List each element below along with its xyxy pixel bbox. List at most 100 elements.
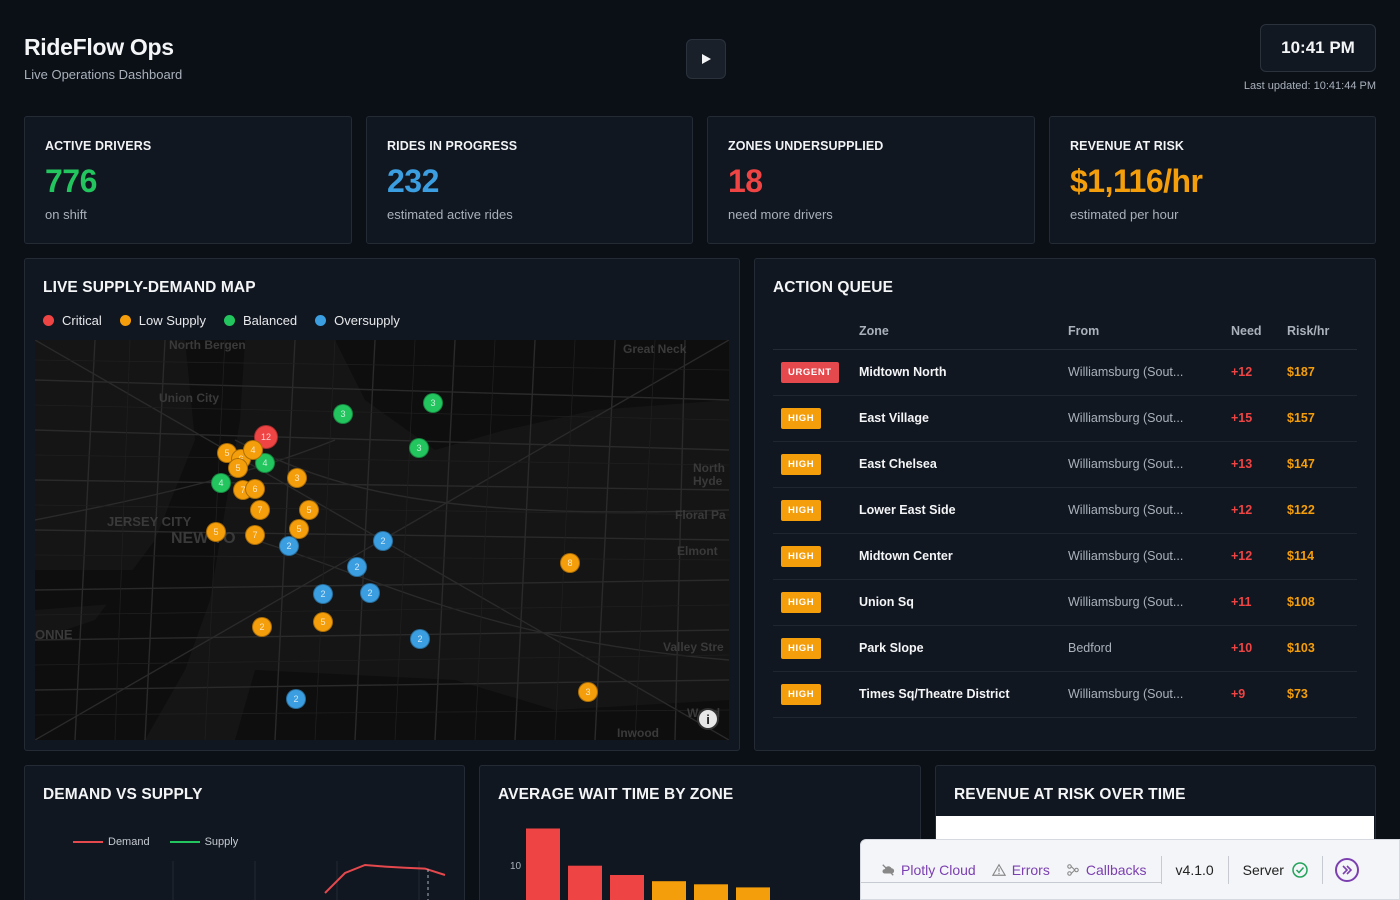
table-row[interactable]: HIGH Park Slope Bedford +10 $103 — [773, 625, 1357, 672]
kpi-card-revenue-at-risk: REVENUE AT RISK $1,116/hr estimated per … — [1049, 116, 1376, 244]
wait-time-bar[interactable] — [652, 881, 686, 900]
need-cell: +10 — [1231, 625, 1287, 672]
expand-devtools-button[interactable] — [1334, 857, 1359, 882]
check-circle-icon — [1292, 861, 1308, 878]
risk-cell: $114 — [1287, 533, 1357, 580]
map-marker-low-supply[interactable]: 6 — [245, 479, 265, 499]
wait-time-bar[interactable] — [736, 887, 770, 900]
map-marker-low-supply[interactable]: 3 — [287, 468, 307, 488]
demand-line[interactable] — [324, 863, 446, 894]
map-info-icon[interactable]: i — [697, 708, 719, 730]
map-place-label: ONNE — [35, 627, 73, 642]
kpi-value: 776 — [45, 163, 97, 199]
divider — [1321, 855, 1323, 884]
map-marker-low-supply[interactable]: 8 — [560, 553, 580, 573]
map-marker-low-supply[interactable]: 7 — [250, 500, 270, 520]
map-marker-critical[interactable]: 12 — [254, 425, 278, 449]
table-row[interactable]: HIGH East Chelsea Williamsburg (Sout... … — [773, 441, 1357, 488]
map-place-label: Floral Pa — [675, 508, 726, 522]
map-marker-oversupply[interactable]: 2 — [279, 536, 299, 556]
map-marker-balanced[interactable]: 3 — [333, 404, 353, 424]
map-place-label: Great Neck — [623, 342, 687, 356]
legend-item-oversupply[interactable]: Oversupply — [315, 313, 400, 328]
map-marker-low-supply[interactable]: 2 — [252, 617, 272, 637]
legend-item-demand[interactable]: Demand — [73, 836, 150, 848]
wait-time-bar[interactable] — [526, 828, 560, 900]
plotly-cloud-button[interactable]: Plotly Cloud — [881, 862, 976, 878]
table-row[interactable]: URGENT Midtown North Williamsburg (Sout.… — [773, 349, 1357, 396]
legend-item-supply[interactable]: Supply — [169, 836, 239, 848]
from-cell: Williamsburg (Sout... — [1068, 395, 1231, 442]
map-marker-balanced[interactable]: 3 — [423, 393, 443, 413]
kpi-label: ZONES UNDERSUPPLIED — [728, 139, 884, 153]
callbacks-button[interactable]: Callbacks — [1066, 862, 1147, 878]
map-marker-low-supply[interactable]: 5 — [289, 519, 309, 539]
map-marker-low-supply[interactable]: 5 — [228, 458, 248, 478]
priority-badge: HIGH — [781, 407, 822, 429]
map-marker-low-supply[interactable]: 5 — [313, 612, 333, 632]
kpi-sub: estimated active rides — [387, 207, 513, 222]
column-header[interactable]: Need — [1231, 314, 1287, 350]
zone-cell: Lower East Side — [859, 487, 1068, 534]
callbacks-icon — [1067, 864, 1079, 876]
map-marker-low-supply[interactable]: 5 — [206, 522, 226, 542]
map-marker-oversupply[interactable]: 2 — [313, 584, 333, 604]
table-row[interactable]: HIGH Lower East Side Williamsburg (Sout.… — [773, 487, 1357, 534]
play-icon — [702, 54, 711, 64]
zone-cell: Midtown North — [859, 349, 1068, 396]
map-marker-low-supply[interactable]: 4 — [243, 440, 263, 460]
play-button[interactable] — [686, 39, 726, 79]
column-header[interactable]: Zone — [859, 314, 1068, 350]
legend-item-low-supply[interactable]: Low Supply — [119, 313, 206, 328]
risk-cell: $187 — [1287, 349, 1357, 396]
need-cell: +12 — [1231, 487, 1287, 534]
map-marker-balanced[interactable]: 4 — [211, 473, 231, 493]
map-marker-low-supply[interactable]: 7 — [245, 525, 265, 545]
wait-time-bar[interactable] — [694, 884, 728, 900]
server-status[interactable]: Server — [1229, 862, 1322, 878]
need-cell: +9 — [1231, 671, 1287, 718]
map-marker-balanced[interactable]: 4 — [255, 453, 275, 473]
column-header[interactable]: From — [1068, 314, 1231, 350]
legend-label: Demand — [108, 836, 150, 848]
errors-button[interactable]: Errors — [991, 862, 1050, 878]
from-cell: Williamsburg (Sout... — [1068, 533, 1231, 580]
map-marker-balanced[interactable]: 3 — [409, 438, 429, 458]
demand-supply-legend: Demand Supply — [73, 836, 238, 848]
from-cell: Williamsburg (Sout... — [1068, 349, 1231, 396]
y-tick-label: 10 — [510, 861, 522, 872]
action-queue-card: ACTION QUEUE Zone From Need Risk/hr URGE… — [754, 258, 1376, 751]
kpi-label: ACTIVE DRIVERS — [45, 139, 152, 153]
demand-supply-plot[interactable] — [25, 861, 466, 900]
wait-time-plot[interactable] — [480, 826, 922, 900]
table-row[interactable]: HIGH Times Sq/Theatre District Williamsb… — [773, 671, 1357, 718]
map-title: LIVE SUPPLY-DEMAND MAP — [43, 279, 256, 296]
map-marker-oversupply[interactable]: 2 — [373, 531, 393, 551]
legend-item-balanced[interactable]: Balanced — [223, 313, 297, 328]
legend-swatch — [73, 841, 103, 844]
wait-time-bar[interactable] — [610, 875, 644, 900]
table-row[interactable]: HIGH Midtown Center Williamsburg (Sout..… — [773, 533, 1357, 580]
zone-cell: Times Sq/Theatre District — [859, 671, 1068, 718]
kpi-value: 232 — [387, 163, 439, 199]
priority-badge: HIGH — [781, 683, 822, 705]
map-marker-oversupply[interactable]: 2 — [410, 629, 430, 649]
column-header[interactable]: Risk/hr — [1287, 314, 1357, 350]
map-place-label: Union City — [159, 391, 219, 405]
table-row[interactable]: HIGH Union Sq Williamsburg (Sout... +11 … — [773, 579, 1357, 626]
map-canvas[interactable]: North Bergen Great Neck Union City North… — [35, 340, 729, 740]
table-row[interactable]: HIGH East Village Williamsburg (Sout... … — [773, 395, 1357, 442]
zone-cell: Park Slope — [859, 625, 1068, 672]
errors-label: Errors — [1011, 862, 1050, 878]
map-marker-low-supply[interactable]: 5 — [299, 500, 319, 520]
wait-time-bar[interactable] — [568, 865, 602, 900]
map-marker-low-supply[interactable]: 3 — [578, 682, 598, 702]
legend-dot — [119, 315, 131, 326]
legend-label: Supply — [204, 836, 239, 848]
map-marker-oversupply[interactable]: 2 — [347, 557, 367, 577]
map-marker-oversupply[interactable]: 2 — [360, 583, 380, 603]
legend-item-critical[interactable]: Critical — [43, 313, 102, 328]
map-marker-oversupply[interactable]: 2 — [286, 689, 306, 709]
priority-badge: HIGH — [781, 591, 822, 613]
zone-cell: East Village — [859, 395, 1068, 442]
